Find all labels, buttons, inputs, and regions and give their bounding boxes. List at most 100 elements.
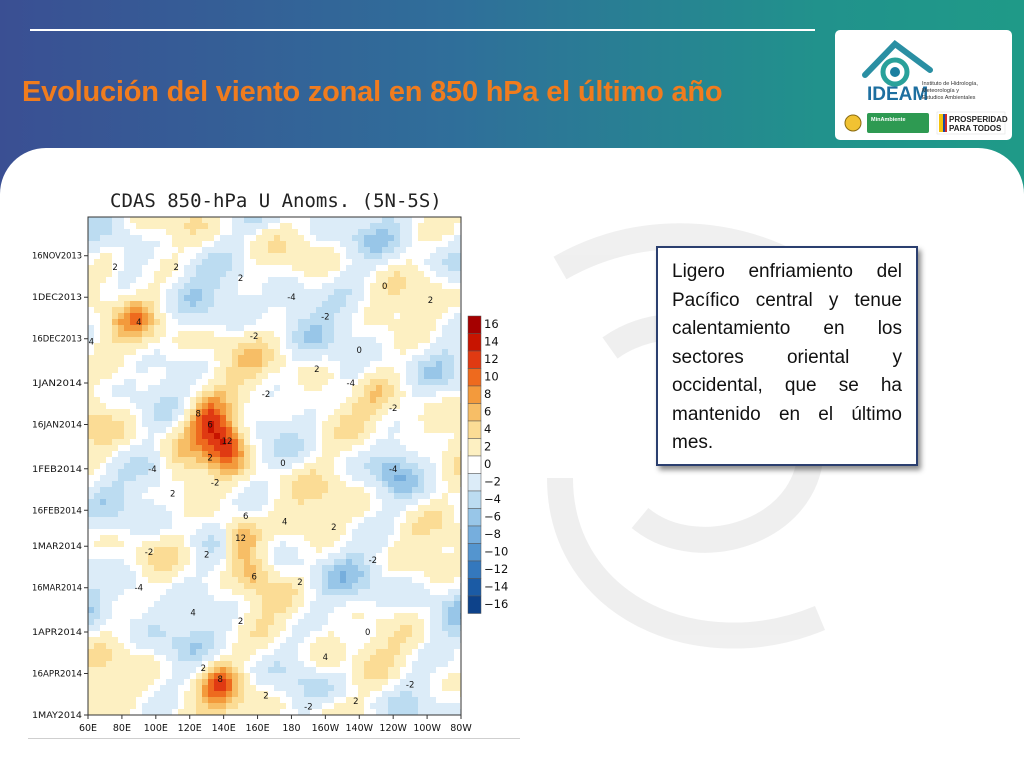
ideam-fullname-line-2: Meteorología y [922, 88, 959, 94]
plot-area [87, 216, 462, 716]
colorbar-swatch [467, 438, 482, 457]
contour-label: 4 [136, 318, 141, 328]
colorbar-swatch [467, 455, 482, 474]
minambiente-label: MinAmbiente [871, 117, 906, 123]
colorbar-label: 4 [484, 422, 491, 436]
chart-bottom-divider [28, 738, 520, 739]
contour-label: 2 [201, 664, 206, 674]
y-tick-label: 16FEB2014 [32, 506, 82, 516]
colorbar-label: −12 [484, 562, 508, 576]
y-tick-label: 1FEB2014 [32, 465, 82, 475]
colorbar-swatch [467, 350, 482, 369]
colorbar-label: 10 [484, 370, 499, 384]
contour-label: 0 [365, 628, 370, 638]
colorbar-label: 14 [484, 335, 499, 349]
colorbar-label: 8 [484, 387, 491, 401]
x-tick-label: 80E [113, 723, 131, 734]
x-tick-label: 100W [413, 723, 441, 734]
contour-label: -4 [135, 584, 143, 594]
colorbar-swatch [467, 333, 482, 352]
colorbar-swatch [467, 420, 482, 439]
contour-label: 4 [282, 517, 287, 527]
contour-label: 2 [170, 490, 175, 500]
contour-label: 6 [251, 573, 256, 583]
contour-label: 8 [218, 675, 223, 685]
contour-label: -2 [250, 332, 258, 342]
ideam-wordmark: IDEAM [867, 84, 928, 105]
colorbar-label: 12 [484, 352, 499, 366]
colorbar-swatch [467, 508, 482, 527]
prosperidad-line-2: PARA TODOS [949, 124, 1002, 133]
colombia-shield-icon [844, 114, 862, 132]
x-axis-ticks: 60E 80E 100E 120E 140E 160E 180 160W 140W 120W 100… [79, 715, 472, 734]
note-text: Ligero enfriamiento del Pacífico central… [672, 261, 902, 453]
colorbar-swatch [467, 578, 482, 597]
colorbar-swatch [467, 595, 482, 614]
x-tick-label: 120E [178, 723, 202, 734]
x-tick-label: 60E [79, 723, 97, 734]
contour-label: -2 [369, 556, 377, 566]
contour-label: 0 [357, 346, 362, 356]
slide-title: Evolución del viento zonal en 850 hPa el… [22, 76, 723, 108]
y-tick-label: 1JAN2014 [32, 379, 82, 389]
contour-label: 0 [382, 282, 387, 292]
colorbar-swatch [467, 490, 482, 509]
x-tick-label: 180 [282, 723, 300, 734]
contour-label: 4 [323, 653, 328, 663]
zonal-wind-anomaly-chart: CDAS 850-hPa U Anoms. (5N-5S) 2 2 2 -4 0 2 -2 4… [28, 175, 526, 740]
x-tick-label: 160W [312, 723, 340, 734]
y-tick-label: 16MAR2014 [32, 584, 82, 594]
contour-label: 2 [238, 274, 243, 284]
contour-label: 2 [204, 551, 209, 561]
ideam-fullname-line-3: Estudios Ambientales [922, 95, 976, 101]
contour-label: 4 [190, 609, 195, 619]
y-tick-label: 16NOV2013 [32, 252, 82, 262]
contour-label: -2 [262, 390, 270, 400]
contour-labels: 2 22-402-244-202-4-2-286122-40-4-2264212-… [89, 263, 434, 713]
contour-label: 12 [235, 534, 246, 544]
y-tick-label: 16JAN2014 [32, 421, 82, 431]
x-tick-label: 120W [379, 723, 407, 734]
ideam-fullname-line-1: Instituto de Hidrología, [922, 81, 978, 87]
colorbar-label: −14 [484, 580, 508, 594]
contour-label: 6 [243, 512, 248, 522]
x-tick-label: 160E [245, 723, 269, 734]
colorbar-swatch [467, 368, 482, 387]
minambiente-badge [867, 113, 929, 133]
colorbar-label: −6 [484, 510, 501, 524]
ideam-roof-icon [862, 40, 933, 78]
colorbar-swatch [467, 403, 482, 422]
contour-label: 2 [173, 263, 178, 273]
contour-label: 2 [297, 578, 302, 588]
colorbar-label: −16 [484, 597, 508, 611]
colorbar-swatch [467, 473, 482, 492]
ideam-swirl-icon [880, 57, 910, 87]
contour-label: 2 [428, 296, 433, 306]
colorbar-label: −10 [484, 545, 508, 559]
contour-label: 2 [263, 692, 268, 702]
contour-label: 8 [195, 409, 200, 419]
contour-label: -4 [389, 465, 397, 475]
contour-label: -4 [148, 465, 156, 475]
chart-title: CDAS 850-hPa U Anoms. (5N-5S) [110, 190, 442, 212]
colorbar-label: 2 [484, 440, 491, 454]
ideam-logo: IDEAM Instituto de Hidrología, Meteorolo… [844, 40, 1008, 135]
contour-label: 0 [280, 459, 285, 469]
colorbar-label: 16 [484, 317, 499, 331]
y-tick-label: 1MAR2014 [32, 542, 82, 552]
contour-label: 2 [207, 454, 212, 464]
contour-label: -2 [211, 479, 219, 489]
contour-label: 6 [207, 421, 212, 431]
colorbar-label: 0 [484, 457, 491, 471]
contour-label: 2 [331, 523, 336, 533]
title-divider-line [30, 29, 815, 31]
colorbar-swatch [467, 560, 482, 579]
contour-label: 12 [222, 437, 233, 447]
x-tick-label: 140W [346, 723, 374, 734]
y-axis-ticks: 16NOV2013 1DEC2013 16DEC2013 1JAN2014 16JAN2… [32, 252, 88, 721]
contour-label: 2 [112, 263, 117, 273]
y-tick-label: 1MAY2014 [32, 711, 82, 721]
y-tick-label: 1APR2014 [32, 628, 82, 638]
colorbar-swatch [467, 315, 482, 334]
contour-label: 2 [314, 365, 319, 375]
